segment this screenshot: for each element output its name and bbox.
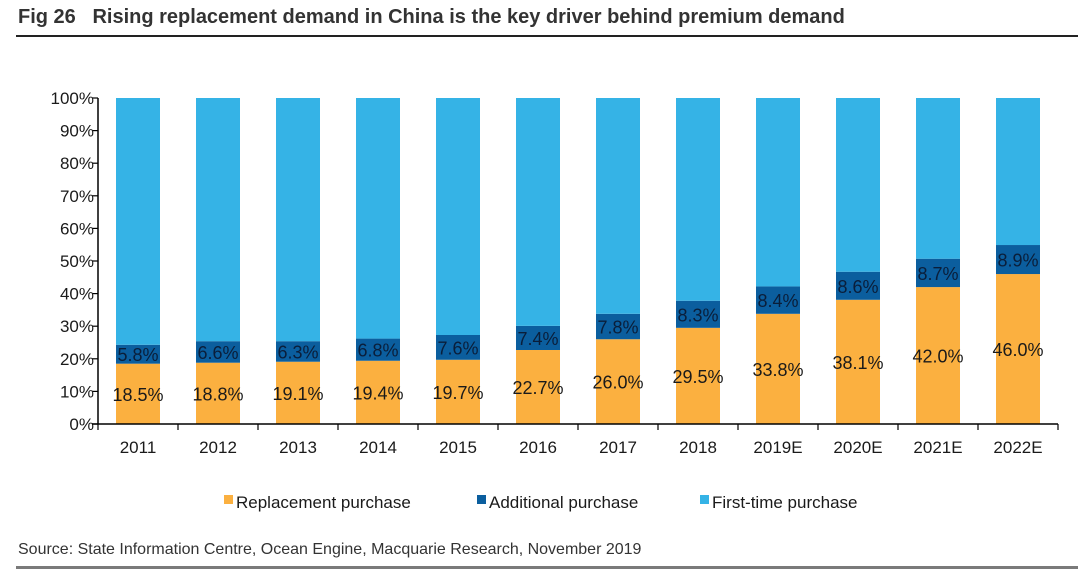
data-labels-layer: 18.5% 5.8% 18.8% 6.6% 19.1% 6.3% 19.4% 6.8% 19.7…	[112, 251, 1043, 405]
y-tick-label: 90%	[60, 122, 94, 141]
legend: Replacement purchase Additional purchase F…	[224, 493, 857, 512]
y-tick-label: 20%	[60, 350, 94, 369]
data-label: 8.3%	[677, 305, 718, 325]
bar-segment-additional-purchase-2022E	[996, 245, 1040, 275]
data-label: 8.9%	[997, 251, 1038, 271]
bars-layer	[116, 98, 1040, 424]
bar-segment-first-time-purchase-2011	[116, 98, 160, 345]
y-tick-label: 50%	[60, 252, 94, 271]
bar-segment-replacement-purchase-2019E	[756, 313, 800, 424]
x-tick-label: 2017	[599, 438, 637, 457]
bar-segment-first-time-purchase-2016	[516, 98, 560, 326]
data-label: 42.0%	[912, 347, 963, 367]
bar-segment-additional-purchase-2018	[676, 300, 720, 328]
bar-segment-additional-purchase-2020E	[836, 271, 880, 300]
legend-label: Additional purchase	[489, 493, 638, 512]
data-label: 7.6%	[437, 338, 478, 358]
data-label: 26.0%	[592, 373, 643, 393]
data-label: 19.4%	[352, 383, 403, 403]
bar-segment-replacement-purchase-2022E	[996, 274, 1040, 424]
bar-segment-additional-purchase-2011	[116, 344, 160, 364]
legend-swatch	[224, 495, 233, 504]
bar-segment-replacement-purchase-2017	[596, 339, 640, 424]
source-note: Source: State Information Centre, Ocean …	[18, 541, 642, 558]
x-tick-label: 2013	[279, 438, 317, 457]
legend-swatch	[700, 495, 709, 504]
figure-title: Fig 26 Rising replacement demand in Chin…	[18, 6, 845, 28]
data-label: 8.7%	[917, 264, 958, 284]
y-tick-label: 70%	[60, 187, 94, 206]
bar-segment-additional-purchase-2014	[356, 338, 400, 361]
bar-segment-replacement-purchase-2021E	[916, 287, 960, 424]
bar-segment-additional-purchase-2015	[436, 335, 480, 360]
source-divider	[16, 566, 1078, 569]
data-label: 18.5%	[112, 385, 163, 405]
y-tick-label: 40%	[60, 285, 94, 304]
bar-segment-first-time-purchase-2017	[596, 98, 640, 314]
x-tick-label: 2021E	[913, 438, 962, 457]
bar-segment-additional-purchase-2013	[276, 341, 320, 362]
bar-segment-replacement-purchase-2013	[276, 361, 320, 424]
x-tick-label: 2014	[359, 438, 397, 457]
data-label: 22.7%	[512, 378, 563, 398]
y-tick-label: 0%	[69, 415, 94, 434]
bar-segment-first-time-purchase-2018	[676, 98, 720, 301]
x-tick-label: 2022E	[993, 438, 1042, 457]
y-tick-label: 30%	[60, 317, 94, 336]
bar-segment-replacement-purchase-2016	[516, 349, 560, 424]
data-label: 6.8%	[357, 341, 398, 361]
legend-swatch	[477, 495, 486, 504]
data-label: 7.8%	[597, 318, 638, 338]
bar-segment-replacement-purchase-2015	[436, 359, 480, 424]
bar-segment-additional-purchase-2019E	[756, 286, 800, 314]
y-tick-label: 100%	[51, 89, 94, 108]
data-label: 19.1%	[272, 384, 323, 404]
bar-segment-first-time-purchase-2013	[276, 98, 320, 342]
bar-segment-first-time-purchase-2019E	[756, 98, 800, 287]
x-tick-label: 2019E	[753, 438, 802, 457]
bar-segment-additional-purchase-2012	[196, 341, 240, 363]
data-label: 7.4%	[517, 329, 558, 349]
data-label: 19.7%	[432, 383, 483, 403]
bar-segment-additional-purchase-2017	[596, 313, 640, 340]
data-label: 29.5%	[672, 367, 723, 387]
legend-label: Replacement purchase	[236, 493, 411, 512]
x-tick-label: 2018	[679, 438, 717, 457]
y-tick-label: 80%	[60, 154, 94, 173]
data-label: 8.4%	[757, 291, 798, 311]
bar-segment-first-time-purchase-2022E	[996, 98, 1040, 246]
data-label: 6.6%	[197, 343, 238, 363]
x-tick-label: 2012	[199, 438, 237, 457]
bar-segment-first-time-purchase-2014	[356, 98, 400, 339]
stacked-bar-chart: 18.5% 5.8% 18.8% 6.6% 19.1% 6.3% 19.4% 6.8% 19.7…	[51, 89, 1059, 512]
data-label: 6.3%	[277, 342, 318, 362]
bar-segment-first-time-purchase-2012	[196, 98, 240, 342]
data-label: 18.8%	[192, 384, 243, 404]
bar-segment-additional-purchase-2021E	[916, 258, 960, 288]
axes-layer: 0% 10% 20% 30% 40% 50% 60% 70% 80% 90% 100% 2011 201…	[51, 89, 1059, 457]
data-label: 8.6%	[837, 277, 878, 297]
bar-segment-replacement-purchase-2012	[196, 362, 240, 424]
y-tick-label: 60%	[60, 219, 94, 238]
x-tick-label: 2015	[439, 438, 477, 457]
y-tick-label: 10%	[60, 382, 94, 401]
bar-segment-replacement-purchase-2018	[676, 327, 720, 424]
x-tick-label: 2020E	[833, 438, 882, 457]
legend-label: First-time purchase	[712, 493, 857, 512]
data-label: 5.8%	[117, 345, 158, 365]
title-divider	[16, 35, 1078, 37]
bar-segment-additional-purchase-2016	[516, 325, 560, 350]
x-tick-label: 2016	[519, 438, 557, 457]
bar-segment-first-time-purchase-2015	[436, 98, 480, 336]
data-label: 33.8%	[752, 360, 803, 380]
bar-segment-replacement-purchase-2014	[356, 360, 400, 424]
bar-segment-replacement-purchase-2011	[116, 363, 160, 424]
bar-segment-replacement-purchase-2020E	[836, 299, 880, 424]
bar-segment-first-time-purchase-2020E	[836, 98, 880, 272]
x-tick-label: 2011	[120, 438, 157, 457]
data-label: 38.1%	[832, 353, 883, 373]
data-label: 46.0%	[992, 340, 1043, 360]
bar-segment-first-time-purchase-2021E	[916, 98, 960, 259]
